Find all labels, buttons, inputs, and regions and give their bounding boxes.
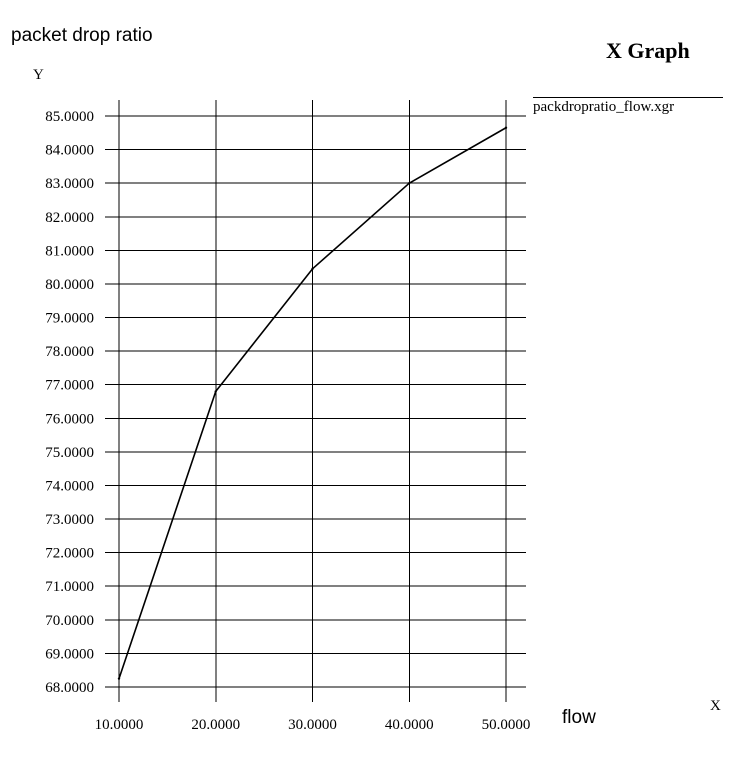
y-tick-label: 73.0000 — [45, 512, 94, 528]
x-tick-label: 20.0000 — [191, 717, 240, 733]
y-tick-label: 75.0000 — [45, 445, 94, 461]
tick-labels: 10.0000 20.0000 30.0000 40.0000 50.0000 68.00… — [45, 109, 530, 733]
x-tick-label: 50.0000 — [482, 717, 531, 733]
data-point — [117, 677, 121, 680]
y-tick-label: 74.0000 — [45, 478, 94, 494]
y-tick-label: 79.0000 — [45, 311, 94, 327]
data-point — [311, 267, 314, 271]
y-tick-label: 69.0000 — [45, 646, 94, 662]
y-tick-label: 85.0000 — [45, 109, 94, 125]
y-tick-label: 70.0000 — [45, 613, 94, 629]
y-tick-label: 82.0000 — [45, 210, 94, 226]
y-tick-label: 84.0000 — [45, 143, 94, 159]
data-point — [214, 390, 217, 393]
series-layer — [117, 126, 508, 680]
data-point — [408, 181, 411, 185]
y-tick-label: 83.0000 — [45, 176, 94, 192]
y-tick-label: 71.0000 — [45, 579, 94, 595]
y-tick-label: 77.0000 — [45, 378, 94, 394]
chart-caption-bottom: flow — [562, 707, 596, 728]
graph-title: X Graph — [606, 38, 690, 63]
y-tick-label: 81.0000 — [45, 243, 94, 259]
x-tick-label: 30.0000 — [288, 717, 337, 733]
x-axis-label: X — [710, 698, 721, 714]
x-tick-label: 40.0000 — [385, 717, 434, 733]
data-point — [504, 126, 508, 129]
y-tick-label: 80.0000 — [45, 277, 94, 293]
legend-entry: packdropratio_flow.xgr — [533, 99, 675, 115]
y-tick-label: 72.0000 — [45, 546, 94, 562]
grid — [105, 100, 526, 702]
x-tick-label: 10.0000 — [95, 717, 144, 733]
y-axis-label: Y — [33, 67, 44, 83]
y-tick-label: 76.0000 — [45, 411, 94, 427]
legend-rule — [533, 97, 723, 98]
chart-caption-top: packet drop ratio — [11, 25, 153, 46]
y-tick-label: 78.0000 — [45, 344, 94, 360]
y-tick-label: 68.0000 — [45, 680, 94, 696]
